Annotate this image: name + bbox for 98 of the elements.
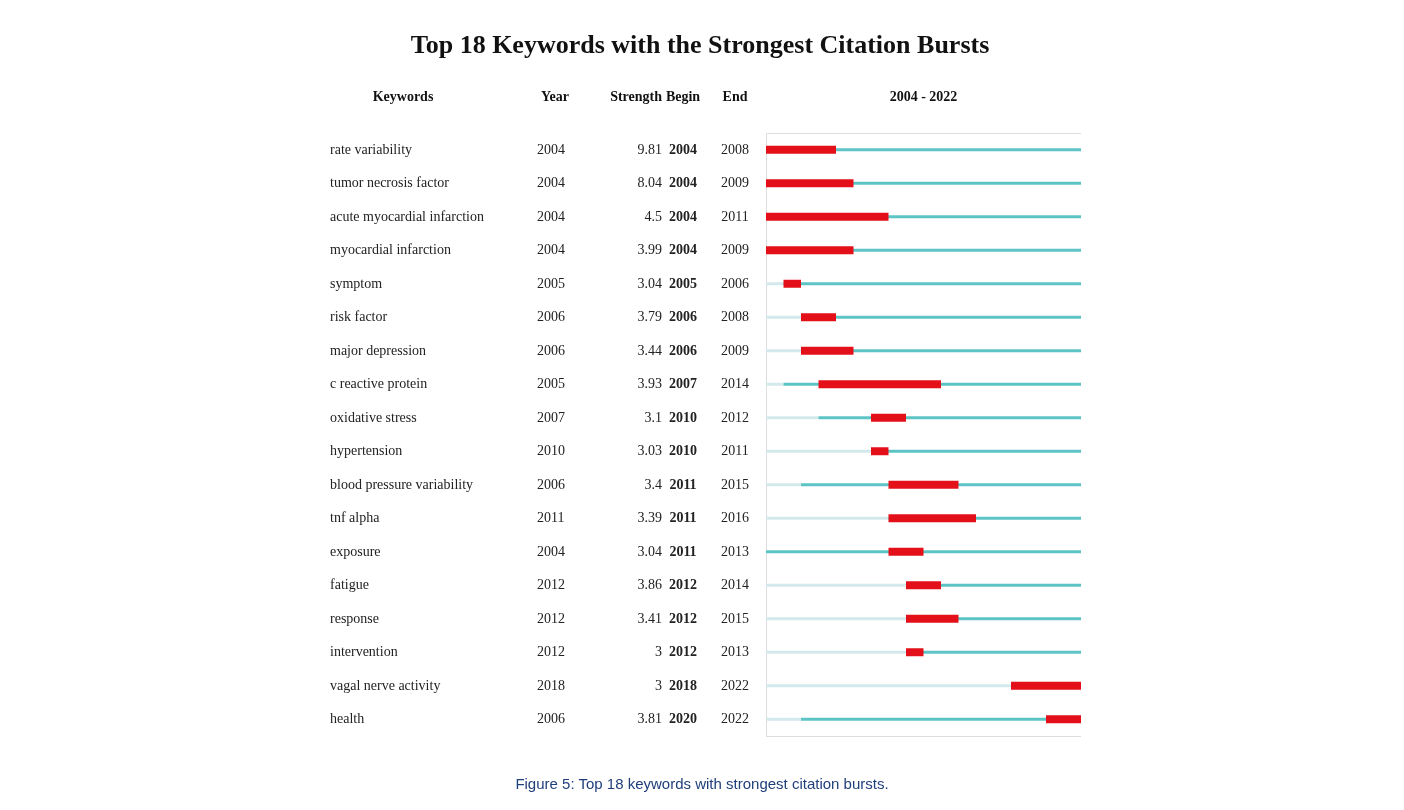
data-label: 3.4 xyxy=(644,476,662,492)
category-label: rate variability xyxy=(330,141,413,157)
category-label: myocardial infarction xyxy=(330,242,451,258)
data-label: 2006 xyxy=(721,275,749,291)
data-label: 3.41 xyxy=(637,610,662,626)
data-label: 2005 xyxy=(537,376,565,392)
data-label: 3.79 xyxy=(637,309,662,325)
data-label: 3.99 xyxy=(637,242,662,258)
data-label: 2004 xyxy=(669,208,697,224)
data-label: 2014 xyxy=(721,376,749,392)
data-label: 2018 xyxy=(537,677,565,693)
data-label: 2009 xyxy=(721,342,749,358)
data-label: 2005 xyxy=(537,275,565,291)
data-label: 3 xyxy=(655,677,662,693)
data-label: 2012 xyxy=(537,610,565,626)
data-label: 2010 xyxy=(537,443,565,459)
data-label: 2004 xyxy=(537,242,565,258)
data-label: 2011 xyxy=(669,510,697,526)
category-label: acute myocardial infarction xyxy=(330,208,484,224)
data-label: 2022 xyxy=(721,677,749,693)
data-label: 2012 xyxy=(537,644,565,660)
category-label: fatigue xyxy=(330,577,369,593)
data-label: 2004 xyxy=(537,543,565,559)
data-label: 3.93 xyxy=(637,376,662,392)
data-label: 2010 xyxy=(669,443,697,459)
category-label: tnf alpha xyxy=(330,510,381,526)
data-label: 3 xyxy=(655,644,662,660)
data-label: 2011 xyxy=(669,476,697,492)
data-label: 2006 xyxy=(669,342,697,358)
data-label: 4.5 xyxy=(644,208,662,224)
data-label: 2006 xyxy=(669,309,697,325)
data-label: 8.04 xyxy=(637,175,662,191)
data-label: 2004 xyxy=(669,242,697,258)
data-label: 2018 xyxy=(669,677,697,693)
data-label: 2004 xyxy=(537,141,565,157)
text: 2004 - 2022 xyxy=(889,89,958,104)
data-label: 3.04 xyxy=(637,275,662,291)
data-label: 2006 xyxy=(537,476,565,492)
data-label: 3.1 xyxy=(644,409,662,425)
data-label: 2007 xyxy=(537,409,565,425)
data-label: 2006 xyxy=(537,342,565,358)
data-label: 2006 xyxy=(537,309,565,325)
category-label: vagal nerve activity xyxy=(330,677,441,693)
category-label: major depression xyxy=(330,342,427,358)
data-label: 2004 xyxy=(669,175,697,191)
category-label: hypertension xyxy=(330,443,403,459)
data-label: 2012 xyxy=(669,644,697,660)
data-label: 3.86 xyxy=(637,577,662,593)
data-label: 2011 xyxy=(537,510,565,526)
category-label: symptom xyxy=(330,275,383,291)
data-label: 2004 xyxy=(537,175,565,191)
data-label: 2015 xyxy=(721,476,749,492)
data-label: 2007 xyxy=(669,376,697,392)
text: Top 18 Keywords with the Strongest Citation Bursts xyxy=(410,30,990,59)
text: Keywords xyxy=(372,89,434,104)
text: Strength xyxy=(610,89,663,104)
category-label: health xyxy=(330,711,365,727)
category-label: response xyxy=(330,610,379,626)
data-label: 2014 xyxy=(721,577,749,593)
text: Begin xyxy=(665,89,701,104)
data-label: 3.04 xyxy=(637,543,662,559)
data-label: 3.81 xyxy=(637,711,662,727)
data-label: 2012 xyxy=(669,610,697,626)
category-label: oxidative stress xyxy=(330,409,417,425)
data-label: 2004 xyxy=(537,208,565,224)
data-label: 2013 xyxy=(721,543,749,559)
data-label: 2010 xyxy=(669,409,697,425)
data-label: 2022 xyxy=(721,711,749,727)
data-label: 9.81 xyxy=(637,141,662,157)
data-label: 3.39 xyxy=(637,510,662,526)
data-label: 2008 xyxy=(721,309,749,325)
category-label: blood pressure variability xyxy=(330,476,474,492)
category-label: risk factor xyxy=(330,309,388,325)
data-label: 2005 xyxy=(669,275,697,291)
data-label: 2008 xyxy=(721,141,749,157)
data-label: 2012 xyxy=(537,577,565,593)
data-label: 2006 xyxy=(537,711,565,727)
data-label: 2011 xyxy=(669,543,697,559)
data-label: 2013 xyxy=(721,644,749,660)
data-label: 3.03 xyxy=(637,443,662,459)
data-label: 2011 xyxy=(721,208,749,224)
data-label: 2009 xyxy=(721,175,749,191)
data-label: 2015 xyxy=(721,610,749,626)
data-label: 2016 xyxy=(721,510,749,526)
category-label: exposure xyxy=(330,543,381,559)
category-label: tumor necrosis factor xyxy=(330,175,450,191)
caption: Figure 5: Top 18 keywords with strongest citation bursts. xyxy=(515,775,889,792)
data-label: 2012 xyxy=(721,409,749,425)
data-label: 2020 xyxy=(669,711,697,727)
data-label: 2004 xyxy=(669,141,697,157)
text: Year xyxy=(541,89,569,104)
data-label: 2009 xyxy=(721,242,749,258)
category-label: c reactive protein xyxy=(330,376,428,392)
data-label: 3.44 xyxy=(637,342,662,358)
data-label: 2012 xyxy=(669,577,697,593)
category-label: intervention xyxy=(330,644,398,660)
data-label: 2011 xyxy=(721,443,749,459)
text: End xyxy=(722,89,748,104)
